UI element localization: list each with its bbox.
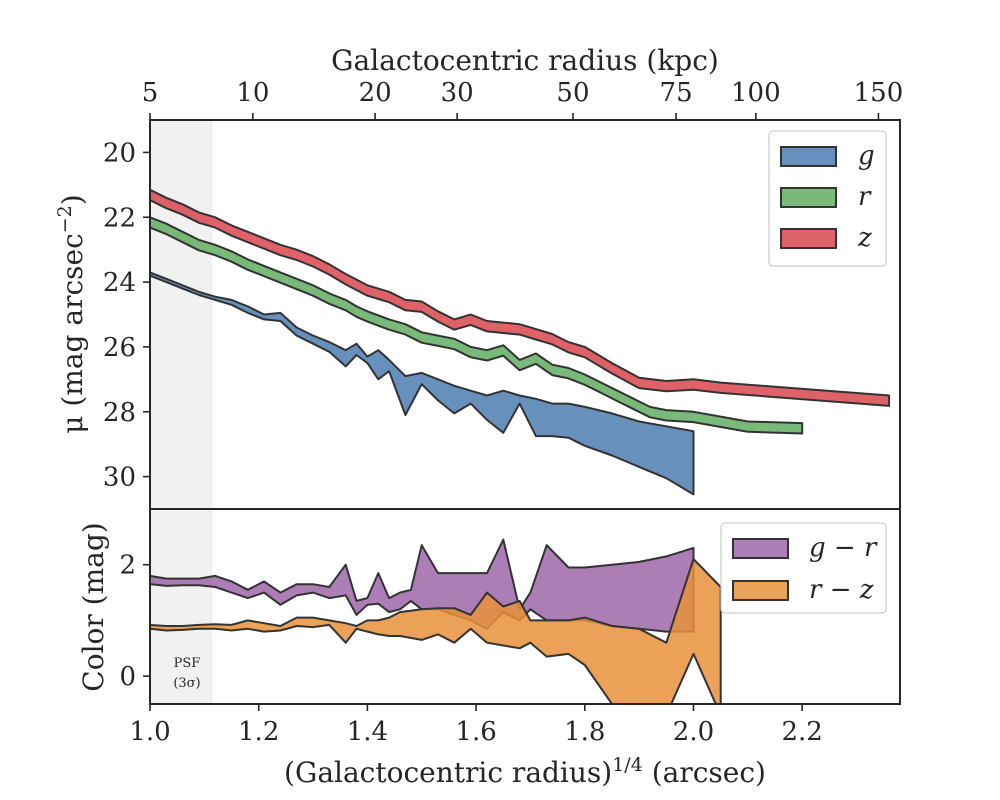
top-x-axis-title: Galactocentric radius (kpc)	[331, 44, 719, 77]
legend-label: r − z	[809, 575, 874, 605]
legend-label: g − r	[809, 533, 878, 563]
y-axis-ticks: 02	[119, 551, 150, 692]
y-tick-label: 26	[103, 333, 136, 363]
psf-region-shade	[150, 120, 213, 509]
top-x-tick-label: 30	[441, 78, 474, 108]
y-tick-label: 30	[103, 463, 136, 493]
psf-region-shade	[150, 509, 213, 704]
x-tick-label: 1.0	[129, 717, 170, 747]
y-axis-title: Color (mag)	[77, 522, 110, 691]
top-x-tick-label: 100	[731, 78, 781, 108]
y-tick-label: 20	[103, 138, 136, 168]
top-x-tick-label: 150	[854, 78, 904, 108]
x-axis-ticks: 1.0 1.2 1.4 1.6 1.8 2.0 2.2	[129, 704, 823, 747]
y-tick-label: 22	[103, 203, 136, 233]
top-x-tick-label: 50	[556, 78, 589, 108]
x-tick-label: 1.2	[238, 717, 279, 747]
y-tick-label: 0	[119, 662, 136, 692]
legend-swatch	[732, 538, 789, 559]
y-tick-label: 24	[103, 268, 136, 298]
legend-label: z	[857, 223, 872, 253]
x-tick-label: 2.0	[673, 717, 714, 747]
legend-swatch	[732, 580, 789, 601]
top-x-axis-ticks: 5 10 20 30 50 75 100 150	[142, 78, 904, 120]
y-axis-title: μ (mag arcsec−2)	[54, 194, 89, 433]
top-x-tick-label: 75	[660, 78, 693, 108]
series-band-2	[151, 189, 891, 407]
y-tick-label: 28	[103, 398, 136, 428]
color-panel: 02 1.0 1.2 1.4 1.6 1.8 2.0 2.2 PSF (3σ) Color …	[77, 508, 901, 789]
legend-swatch	[780, 187, 837, 208]
psf-note: (3σ)	[173, 676, 200, 691]
series-band-1	[151, 216, 804, 435]
top-x-tick-label: 20	[359, 78, 392, 108]
y-tick-label: 2	[119, 551, 136, 581]
surface-brightness-panel: 20 22 24 26 28 30 5 10 20 30 50 75 100 150 Galactoce…	[54, 44, 904, 510]
x-axis-title: (Galactocentric radius)1/4 (arcsec)	[284, 754, 766, 789]
x-tick-label: 2.2	[781, 717, 822, 747]
psf-note: PSF	[174, 656, 201, 671]
legend-swatch	[780, 228, 837, 249]
series-band-0	[151, 271, 695, 496]
y-axis-ticks: 20 22 24 26 28 30	[103, 138, 150, 493]
series-band-1	[151, 558, 722, 703]
bottom-panel-frame	[149, 508, 901, 705]
legend: grz	[768, 130, 887, 267]
legend: g − r r − z	[720, 522, 887, 614]
x-tick-label: 1.6	[455, 717, 496, 747]
legend-label: g	[858, 141, 875, 171]
x-tick-label: 1.8	[564, 717, 605, 747]
top-x-tick-label: 10	[236, 78, 269, 108]
legend-swatch	[780, 146, 837, 167]
legend-label: r	[858, 182, 872, 212]
top-x-tick-label: 5	[142, 78, 159, 108]
x-tick-label: 1.4	[347, 717, 388, 747]
